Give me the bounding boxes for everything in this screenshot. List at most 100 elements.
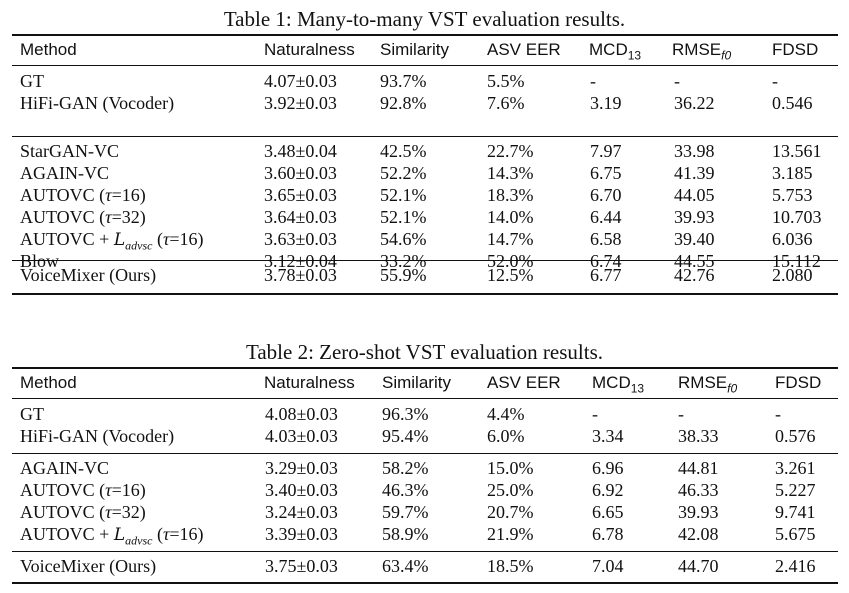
similarity-cell: 33.2% [380,251,427,271]
similarity-cell: 58.9% [382,524,429,544]
asv-eer-cell: 6.0% [487,426,525,446]
similarity-cell: 52.2% [380,163,427,183]
method-suffix: =16) [169,229,204,249]
table-row: HiFi-GAN (Vocoder) 3.92±0.03 92.8% 7.6% 3.19… [12,92,838,114]
group-rule [12,453,838,454]
header-row: Method Naturalness Similarity ASV EER MC… [12,372,838,394]
naturalness-cell: 3.12±0.04 [264,251,337,271]
method-cell: AGAIN-VC [20,458,109,478]
similarity-cell: 92.8% [380,93,427,113]
table-row: AGAIN-VC 3.29±0.03 58.2% 15.0% 6.96 44.81 3.26… [12,457,838,479]
similarity-cell: 93.7% [380,71,427,91]
mcd-cell: 3.19 [590,93,622,113]
naturalness-cell: 4.03±0.03 [265,426,338,446]
header-fdsd: FDSD [775,373,822,392]
fdsd-cell: 6.036 [772,229,813,249]
asv-eer-cell: 18.5% [487,556,534,576]
mcd-cell: 6.70 [590,185,622,205]
header-method: Method [20,373,77,392]
naturalness-cell: 3.65±0.03 [264,185,337,205]
method-cell: GT [20,404,44,424]
method-cell: StarGAN-VC [20,141,119,161]
similarity-cell: 63.4% [382,556,429,576]
rmse-cell: 38.33 [678,426,719,446]
loss-subscript: advsc [125,533,153,548]
method-cell: AGAIN-VC [20,163,109,183]
header-mcd-sub: 13 [630,381,645,396]
asv-eer-cell: 15.0% [487,458,534,478]
tau-symbol: τ [105,207,112,227]
loss-symbol: L [113,230,126,250]
rmse-cell: 42.08 [678,524,719,544]
similarity-cell: 55.9% [380,265,427,285]
header-similarity: Similarity [382,373,451,392]
tau-symbol: τ [105,480,112,500]
naturalness-cell: 3.24±0.03 [265,502,338,522]
similarity-cell: 46.3% [382,480,429,500]
rmse-cell: 44.05 [674,185,715,205]
header-row: Method Naturalness Similarity ASV EER MC… [12,39,838,61]
header-rmse-sub: f0 [721,48,732,63]
method-suffix: =16) [111,480,146,500]
fdsd-cell: 5.753 [772,185,813,205]
method-cell: AUTOVC + Ladvsc (τ=16) [20,228,204,253]
naturalness-cell: 3.75±0.03 [265,556,338,576]
rmse-cell: 46.33 [678,480,719,500]
header-mcd: MCD13 [589,39,641,61]
method-cell: GT [20,71,44,91]
bottom-rule [12,582,838,584]
rmse-cell: 33.98 [674,141,715,161]
method-cell: HiFi-GAN (Vocoder) [20,93,175,113]
fdsd-cell: 2.080 [772,265,813,285]
top-rule [12,367,838,369]
method-prefix: AUTOVC + [20,229,114,249]
tau-symbol: τ [162,524,170,544]
asv-eer-cell: 7.6% [487,93,525,113]
mcd-cell: 6.74 [590,251,622,271]
mcd-cell: 3.34 [592,426,624,446]
method-prefix: AUTOVC ( [20,480,106,500]
fdsd-cell: 9.741 [775,502,816,522]
similarity-cell: 54.6% [380,229,427,249]
mcd-cell: - [592,404,598,424]
similarity-cell: 52.1% [380,207,427,227]
table-row: AGAIN-VC 3.60±0.03 52.2% 14.3% 6.75 41.39 3.18… [12,162,838,184]
fdsd-cell: 0.546 [772,93,813,113]
header-rmse-label: RMSE [678,373,728,392]
header-method: Method [20,40,77,59]
mcd-cell: 6.78 [592,524,624,544]
mcd-cell: 6.44 [590,207,622,227]
method-mid: ( [152,229,163,249]
loss-subscript: advsc [125,238,153,253]
mcd-cell: 6.58 [590,229,622,249]
mcd-cell: 7.04 [592,556,624,576]
header-rmse: RMSEf0 [672,39,731,61]
naturalness-cell: 3.39±0.03 [265,524,338,544]
header-fdsd: FDSD [772,40,819,59]
header-rmse-sub: f0 [727,381,738,396]
header-asv-eer: ASV EER [487,373,561,392]
table-row: GT 4.07±0.03 93.7% 5.5% - - - [12,70,838,92]
table-row: AUTOVC (τ=32) 3.64±0.03 52.1% 14.0% 6.44 39.9… [12,206,838,228]
method-mid: ( [152,524,163,544]
header-naturalness: Naturalness [264,40,355,59]
asv-eer-cell: 52.0% [487,251,534,271]
asv-eer-cell: 14.0% [487,207,534,227]
rmse-cell: 42.76 [674,265,715,285]
fdsd-cell: 0.576 [775,426,816,446]
asv-eer-cell: 20.7% [487,502,534,522]
method-cell: HiFi-GAN (Vocoder) [20,426,175,446]
asv-eer-cell: 12.5% [487,265,534,285]
naturalness-cell: 3.60±0.03 [264,163,337,183]
method-cell: Blow [20,251,60,271]
asv-eer-cell: 22.7% [487,141,534,161]
rmse-cell: 44.55 [674,251,715,271]
header-rmse-label: RMSE [672,40,722,59]
rmse-cell: 39.40 [674,229,715,249]
rmse-cell: 41.39 [674,163,715,183]
method-cell: AUTOVC (τ=16) [20,479,146,501]
method-cell: VoiceMixer (Ours) [20,265,157,285]
rmse-cell: 39.93 [674,207,715,227]
method-suffix: =32) [111,207,146,227]
table-1-caption: Table 1: Many-to-many VST evaluation res… [223,7,626,31]
